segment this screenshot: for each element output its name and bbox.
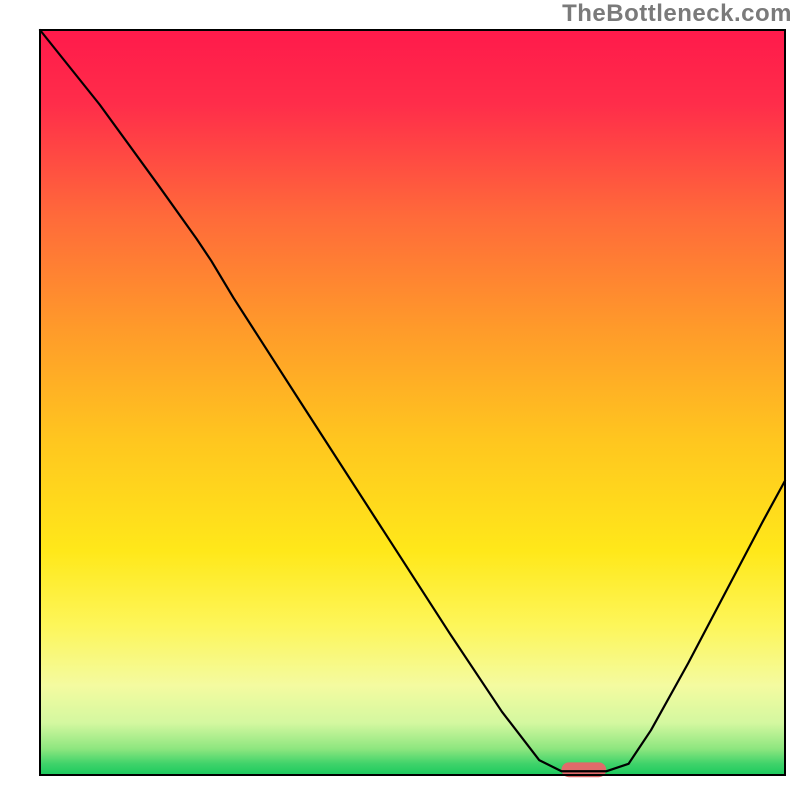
chart-container: { "watermark": { "text": "TheBottleneck.… — [0, 0, 800, 800]
chart-svg — [0, 0, 800, 800]
plot-background-gradient — [40, 30, 785, 775]
watermark-text: TheBottleneck.com — [562, 0, 792, 28]
